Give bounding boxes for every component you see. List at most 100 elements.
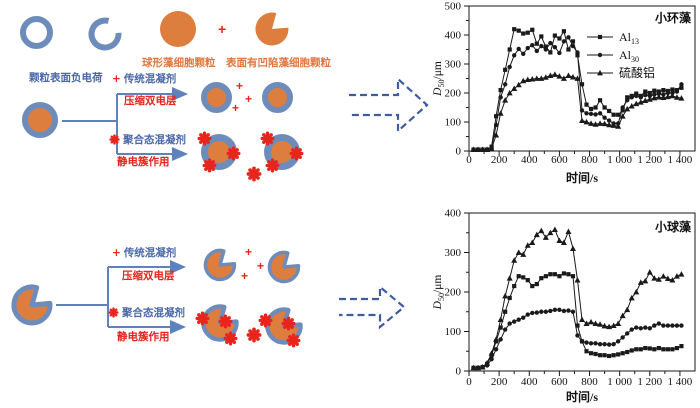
negative-charge-open-ring-icon	[88, 17, 122, 51]
electrostatic-patch-label: 静电簇作用	[117, 331, 170, 343]
series-line-Al13	[473, 28, 682, 151]
coagulant-blob-icon	[289, 146, 304, 161]
series-markers-Al30	[471, 35, 684, 152]
svg-text:200: 200	[445, 88, 462, 100]
svg-text:400: 400	[521, 376, 538, 388]
svg-text:1 000: 1 000	[607, 154, 632, 166]
svg-text:100: 100	[445, 117, 462, 129]
svg-text:200: 200	[491, 154, 508, 166]
svg-text:0: 0	[456, 146, 462, 158]
plot-frame	[468, 212, 696, 372]
dashed-block-arrow	[349, 76, 429, 134]
concave-algae-cell-icon	[255, 12, 289, 46]
svg-text:100: 100	[445, 326, 462, 338]
svg-text:300: 300	[445, 247, 462, 259]
compressed-concave-cell-icon	[267, 250, 301, 284]
svg-text:Al30: Al30	[619, 48, 639, 64]
electrostatic-patch-label: 静电簇作用	[117, 156, 170, 168]
series-markers-Al30	[471, 307, 684, 371]
svg-text:0: 0	[466, 376, 472, 388]
series-line-Al13	[473, 272, 682, 369]
svg-text:0: 0	[456, 366, 462, 378]
svg-text:Al13: Al13	[619, 30, 639, 46]
series-line-Al30	[473, 309, 682, 369]
svg-text:800: 800	[581, 154, 598, 166]
line-chart-cyclotella: 0 200 400 600 800 1 000 1 200 1 400 0 100 200 300 40…	[432, 1, 696, 185]
coagulant-blob-icon	[195, 311, 210, 326]
series-markers-硫酸铝	[470, 226, 685, 371]
series-markers-硫酸铝	[470, 71, 685, 152]
coagulant-blob-icon	[109, 134, 120, 145]
svg-text:1 400: 1 400	[668, 154, 693, 166]
coagulant-blob-icon	[108, 307, 119, 318]
svg-text:硫酸铝: 硫酸铝	[619, 65, 655, 80]
plus-charge-icon: +	[257, 259, 265, 273]
concave-cell-with-shell-icon	[11, 284, 53, 326]
svg-text:1 400: 1 400	[668, 376, 693, 388]
compressed-cell-icon	[201, 82, 232, 113]
spherical-cell-label: 球形藻细胞颗粒	[142, 57, 216, 69]
x-axis-label: 时间/s	[566, 170, 598, 185]
double-layer-compression-label: 压缩双电层	[124, 95, 177, 107]
plus-icon: +	[112, 73, 121, 85]
svg-text:300: 300	[445, 59, 462, 71]
svg-text:400: 400	[521, 154, 538, 166]
coagulant-blob-icon	[260, 131, 275, 146]
coagulant-blob-icon	[197, 131, 212, 146]
plus-charge-icon: +	[218, 21, 227, 37]
branch-arrows	[56, 260, 186, 334]
y-axis-label: D50/μm	[432, 275, 446, 311]
algae-cell-with-shell-icon	[22, 102, 58, 138]
x-axis-label: 时间/s	[566, 389, 598, 404]
svg-text:1 200: 1 200	[637, 154, 662, 166]
svg-text:0: 0	[466, 154, 472, 166]
svg-text:200: 200	[445, 287, 462, 299]
coagulant-blob-icon	[286, 333, 301, 348]
plus-charge-icon: +	[241, 269, 249, 283]
line-chart-chlorella: 0 200 400 600 800 1 000 1 200 1 400 0 100 200 300 40…	[432, 208, 696, 404]
spherical-algae-cell-icon	[160, 11, 196, 47]
dashed-block-arrow	[339, 284, 406, 330]
svg-text:500: 500	[445, 1, 462, 13]
plus-charge-icon: +	[245, 245, 253, 259]
negative-charge-ring-icon	[20, 16, 53, 49]
svg-text:200: 200	[491, 376, 508, 388]
coagulant-blob-icon	[265, 158, 280, 173]
svg-text:1 000: 1 000	[607, 376, 632, 388]
coagulant-blob-icon	[246, 327, 262, 343]
plus-charge-icon: +	[232, 101, 240, 115]
svg-text:600: 600	[551, 154, 568, 166]
traditional-coagulant-label: + 传统混凝剂	[112, 73, 177, 85]
chart-title: 小球藻	[655, 219, 692, 234]
y-axis-label: D50/μm	[432, 61, 446, 97]
svg-text:1 200: 1 200	[637, 376, 662, 388]
coagulant-blob-icon	[218, 314, 233, 329]
negative-charge-label: 颗粒表面负电荷	[29, 72, 103, 84]
mechanism-diagram-cyclotella: 颗粒表面负电荷 + 球形藻细胞颗粒 表面有凹陷藻细胞颗粒 + 传统混凝剂 压缩双电…	[0, 0, 430, 200]
concave-cell-label: 表面有凹陷藻细胞颗粒	[226, 57, 331, 69]
traditional-coagulant-label: + 传统混凝剂	[112, 247, 177, 259]
coagulant-blob-icon	[258, 313, 273, 328]
coagulant-blob-icon	[281, 316, 296, 331]
polymeric-coagulant-label: 聚合态混凝剂	[109, 134, 186, 146]
plus-charge-icon: +	[236, 79, 244, 93]
coagulant-blob-icon	[223, 331, 238, 346]
plus-icon: +	[112, 247, 121, 259]
mechanism-diagram-chlorella: + 传统混凝剂 压缩双电层 聚合态混凝剂 静电簇作用 + + +	[0, 200, 430, 408]
coagulant-blob-icon	[246, 166, 262, 182]
double-layer-compression-label: 压缩双电层	[122, 270, 175, 282]
compressed-cell-icon	[262, 82, 293, 113]
svg-text:400: 400	[445, 30, 462, 42]
svg-text:600: 600	[551, 376, 568, 388]
svg-text:800: 800	[581, 376, 598, 388]
coagulant-blob-icon	[226, 146, 241, 161]
coagulant-blob-icon	[202, 158, 217, 173]
chart-title: 小环藻	[655, 10, 692, 25]
compressed-concave-cell-icon	[203, 248, 237, 282]
plus-charge-icon: +	[245, 92, 253, 106]
branch-arrows	[62, 87, 188, 161]
svg-text:400: 400	[445, 208, 462, 220]
polymeric-coagulant-label: 聚合态混凝剂	[108, 307, 185, 319]
